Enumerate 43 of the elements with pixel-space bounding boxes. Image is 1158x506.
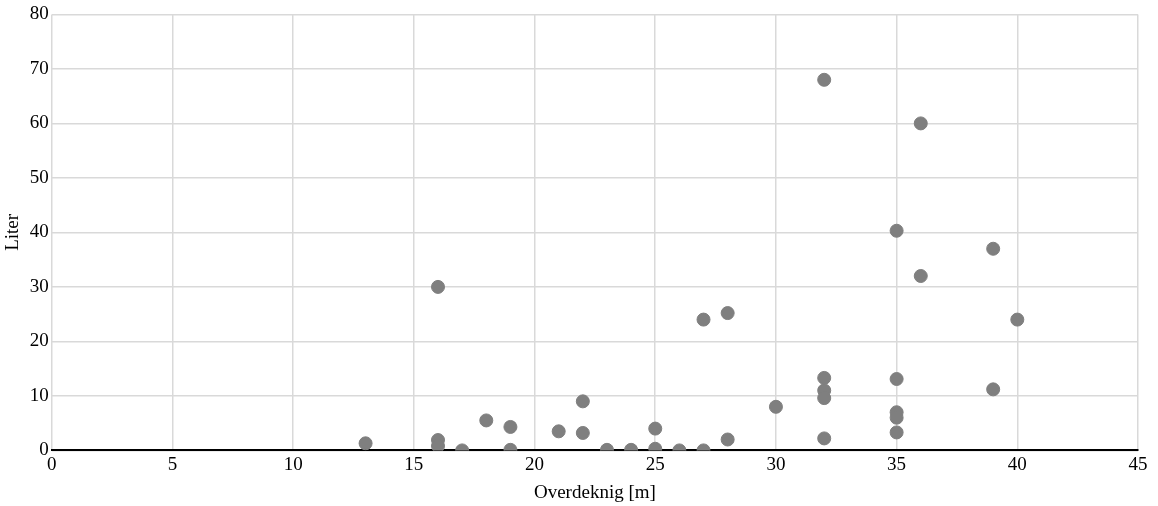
y-tick-label: 40 — [29, 220, 49, 242]
y-axis-title: Liter — [1, 213, 23, 251]
point — [913, 116, 928, 131]
y-tick-label: 20 — [29, 329, 49, 351]
y-tick-label: 30 — [29, 274, 49, 296]
point — [986, 241, 1001, 256]
x-tick-label: 40 — [1007, 452, 1027, 474]
point — [720, 306, 735, 321]
x-tick-label: 5 — [167, 452, 178, 474]
x-tick-label: 25 — [645, 452, 665, 474]
point — [986, 382, 1001, 397]
point — [768, 399, 783, 414]
point — [913, 269, 928, 283]
point — [575, 394, 590, 409]
point — [358, 436, 373, 451]
point — [479, 413, 494, 428]
point — [817, 431, 832, 446]
x-tick-label: 35 — [887, 452, 907, 474]
x-tick-label: 30 — [766, 452, 786, 474]
point — [575, 425, 590, 440]
point — [551, 424, 566, 439]
y-tick-label: 80 — [29, 2, 49, 24]
point — [889, 372, 904, 387]
x-tick-label: 45 — [1128, 452, 1148, 474]
point — [720, 432, 735, 447]
y-tick-label: 50 — [29, 165, 49, 187]
point — [1010, 312, 1025, 327]
point — [889, 425, 904, 440]
point — [817, 370, 832, 385]
x-tick-label: 20 — [525, 452, 545, 474]
y-tick-label: 0 — [39, 438, 49, 460]
x-tick-label: 15 — [404, 452, 424, 474]
point — [817, 72, 832, 87]
y-tick-label: 70 — [29, 56, 49, 78]
point — [431, 279, 445, 294]
point — [696, 312, 711, 327]
point — [889, 223, 904, 238]
y-tick-label: 10 — [29, 383, 49, 405]
x-axis-title: Overdeknig [m] — [533, 480, 656, 502]
point — [648, 421, 663, 436]
y-tick-label: 60 — [29, 111, 49, 133]
point — [503, 419, 518, 434]
x-tick-label: 10 — [283, 452, 303, 474]
